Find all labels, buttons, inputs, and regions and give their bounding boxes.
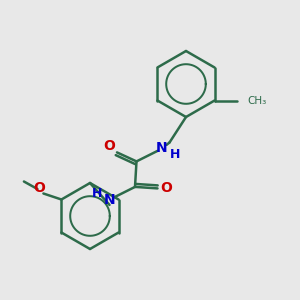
Text: H: H xyxy=(169,148,180,161)
Text: O: O xyxy=(103,140,116,153)
Text: O: O xyxy=(160,182,172,195)
Text: H: H xyxy=(92,187,102,200)
Text: CH₃: CH₃ xyxy=(248,95,267,106)
Text: N: N xyxy=(104,194,115,207)
Text: O: O xyxy=(33,182,45,195)
Text: N: N xyxy=(156,141,168,155)
